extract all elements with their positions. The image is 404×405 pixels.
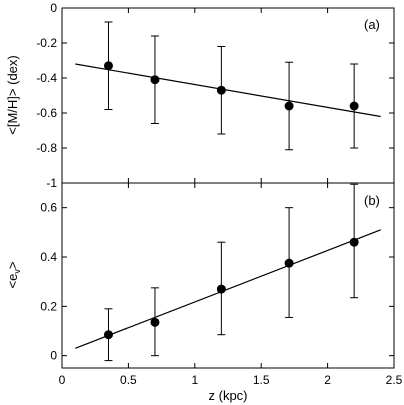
- panel-a-data-point: [284, 101, 294, 111]
- panel-b-data-point: [150, 317, 160, 327]
- panel-b-data-point: [216, 284, 226, 294]
- x-tick-label: 1.5: [253, 373, 270, 387]
- panel-b-frame: [61, 182, 395, 369]
- panel-b-ylabel-sub: v: [12, 269, 22, 274]
- panel-a-frame: [61, 7, 395, 184]
- panel-a: (a) <[M/H]> (dex) 0 -0.2 -0.4 -0.6 -0.8 -1: [5, 1, 395, 190]
- x-tick-label: 0.5: [120, 373, 137, 387]
- panel-a-y-tick-label: -0.2: [36, 36, 57, 50]
- panel-b-ylabel-end: >: [5, 262, 20, 270]
- panel-b-fit-line: [75, 229, 381, 349]
- panel-b-data-point: [103, 330, 113, 340]
- panel-b-data-point: [349, 237, 359, 247]
- panel-a-y-tick-label: -0.8: [36, 141, 57, 155]
- panel-a-y-tick-label: 0: [50, 1, 57, 15]
- panel-a-y-tick-label: -0.4: [36, 71, 57, 85]
- x-tick-label: 2.5: [386, 373, 403, 387]
- panel-b-y-tick-label: 0: [50, 349, 57, 363]
- panel-b: (b) <ev> z (kpc) 0 0.5 1 1.5 2 2.5 0 0.2 0.4 0.6: [5, 182, 403, 403]
- panel-a-y-tick-label: -1: [46, 176, 57, 190]
- panel-b-y-tick-label: 0.6: [40, 201, 57, 215]
- panel-b-ylabel: <ev>: [5, 262, 22, 289]
- x-tick-label: 0: [59, 373, 66, 387]
- panel-b-y-tick-label: 0.4: [40, 250, 57, 264]
- x-tick-label: 1: [191, 373, 198, 387]
- panel-b-y-tick-label: 0.2: [40, 299, 57, 313]
- panel-b-label: (b): [364, 193, 380, 208]
- panel-b-data-point: [284, 258, 294, 268]
- panel-a-ylabel: <[M/H]> (dex): [5, 55, 20, 134]
- panel-a-data-point: [150, 75, 160, 85]
- panel-a-data-point: [103, 61, 113, 71]
- panel-a-data-point: [216, 85, 226, 95]
- panel-b-ylabel-main: <e: [5, 274, 20, 289]
- panel-a-label: (a): [364, 17, 380, 32]
- x-axis-title: z (kpc): [209, 388, 248, 403]
- x-tick-label: 2: [324, 373, 331, 387]
- panel-a-fit-line: [75, 63, 381, 118]
- panel-a-data-point: [349, 101, 359, 111]
- panel-a-y-tick-label: -0.6: [36, 106, 57, 120]
